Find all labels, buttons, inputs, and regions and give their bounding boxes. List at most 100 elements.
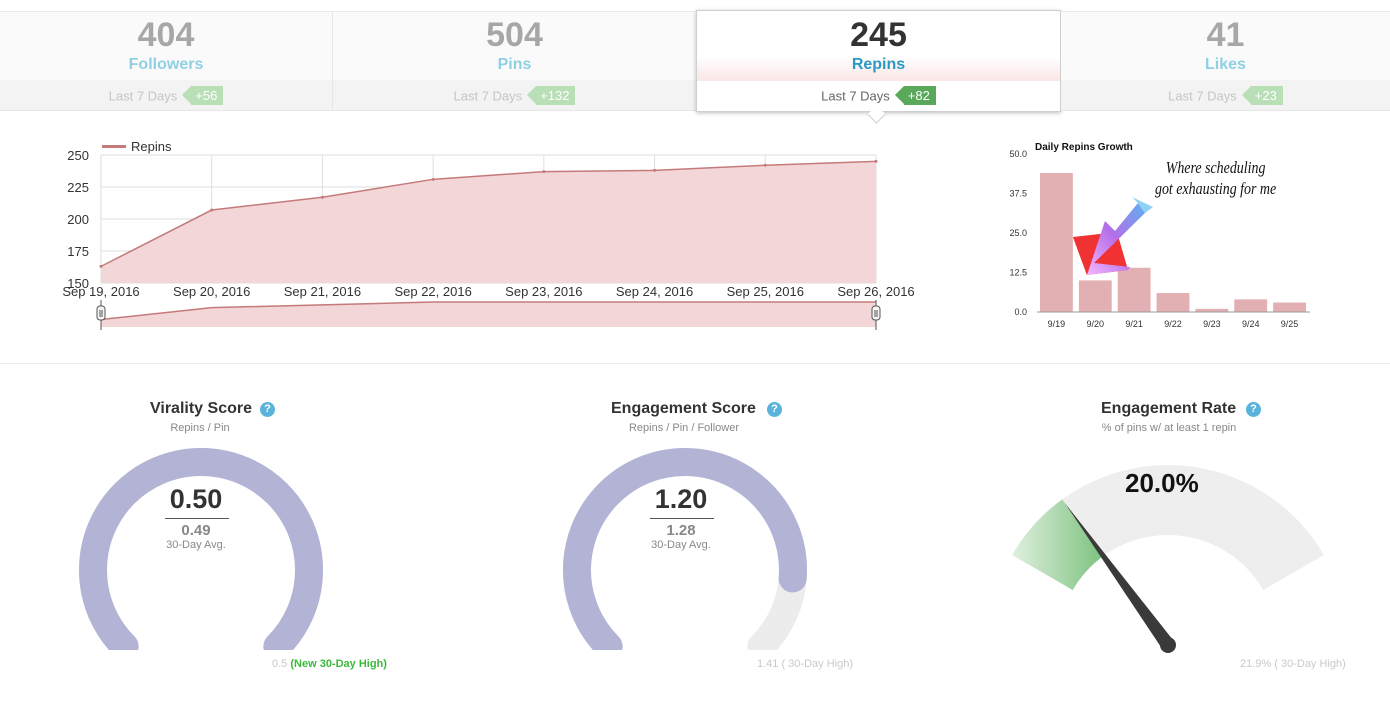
bar-y-tick-label: 25.0 (1009, 228, 1027, 238)
bar[interactable] (1195, 308, 1229, 312)
stat-value: 504 (486, 16, 543, 54)
engagement-score-foot: 1.41 ( 30-Day High) (757, 658, 853, 670)
stats-bar: 404 Followers Last 7 Days +56 504 Pins La… (0, 10, 1390, 124)
stat-tab-followers[interactable]: 404 Followers Last 7 Days +56 (0, 11, 332, 111)
stat-value: 245 (850, 16, 907, 54)
stat-tab-pins[interactable]: 504 Pins Last 7 Days +132 (333, 11, 696, 111)
navigator-left-handle[interactable] (96, 300, 106, 330)
daily-repins-bar-chart: Daily Repins Growth 0.012.525.037.550.0 … (1009, 142, 1310, 329)
virality-foot: 0.5 (New 30-Day High) (272, 658, 387, 670)
bar-x-tick-label: 9/20 (1087, 319, 1105, 329)
stat-value: 404 (137, 16, 195, 54)
bar-x-tick-label: 9/25 (1281, 319, 1299, 329)
stat-period: Last 7 Days (821, 88, 890, 104)
range-navigator[interactable] (96, 300, 881, 330)
bar[interactable] (1273, 302, 1306, 312)
engagement-rate-value: 20.0% (1125, 468, 1199, 498)
virality-title: Virality Score (150, 400, 252, 417)
engagement-score-subtitle: Repins / Pin / Follower (628, 422, 740, 434)
repins-area (101, 161, 876, 283)
stat-value: 41 (1206, 16, 1245, 54)
stat-label: Pins (497, 56, 532, 73)
virality-avg-label: 30-Day Avg. (166, 539, 226, 551)
stat-label: Repins (851, 56, 906, 73)
chart-legend[interactable]: Repins (102, 139, 172, 154)
engagement-score-title: Engagement Score (611, 400, 756, 417)
stat-tab-repins[interactable]: 245 Repins Last 7 Days +82 (696, 10, 1061, 124)
repins-line (100, 160, 877, 268)
x-tick-label: Sep 25, 2016 (727, 284, 804, 299)
virality-value: 0.50 (169, 484, 223, 514)
x-tick-label: Sep 19, 2016 (62, 284, 139, 299)
bar-x-tick-label: 9/23 (1203, 319, 1221, 329)
x-tick-label: Sep 24, 2016 (616, 284, 693, 299)
bar-y-tick-label: 12.5 (1009, 268, 1027, 278)
x-tick-label: Sep 26, 2016 (837, 284, 914, 299)
delta-badge: +23 (1241, 86, 1283, 105)
delta-badge: +82 (894, 86, 936, 105)
engagement-score-gauge (563, 448, 807, 650)
bar[interactable] (1156, 293, 1190, 312)
delta-badge: +132 (527, 86, 576, 105)
rate-gauge-needle (1065, 503, 1174, 650)
legend-label: Repins (131, 139, 172, 154)
stat-label: Followers (128, 56, 204, 73)
data-point[interactable] (320, 195, 324, 199)
navigator-right-handle[interactable] (871, 300, 881, 330)
data-point[interactable] (653, 168, 657, 172)
stat-period: Last 7 Days (108, 88, 178, 104)
bar-x-tick-label: 9/19 (1048, 319, 1066, 329)
bar-y-tick-label: 0.0 (1014, 307, 1027, 317)
delta-badge: +56 (182, 86, 224, 105)
annotation-text: Where scheduling got exhausting for me (1154, 158, 1277, 198)
rate-gauge-fill (1012, 499, 1104, 590)
engagement-rate-help-icon[interactable]: ? (1246, 402, 1261, 417)
bar[interactable] (1040, 172, 1073, 312)
engagement-score-avg-label: 30-Day Avg. (651, 539, 711, 551)
virality-help-icon[interactable]: ? (260, 402, 275, 417)
bar-chart-title: Daily Repins Growth (1035, 142, 1133, 153)
y-tick-label: 200 (67, 212, 89, 227)
engagement-rate-foot: 21.9% ( 30-Day High) (1240, 658, 1346, 670)
data-point[interactable] (542, 170, 546, 174)
annotation-arrow-icon (1073, 197, 1153, 275)
virality-gauge (79, 448, 323, 650)
bar[interactable] (1117, 267, 1151, 312)
y-tick-label: 150 (67, 276, 89, 291)
engagement-score-help-icon[interactable]: ? (767, 402, 782, 417)
y-tick-label: 250 (67, 148, 89, 163)
stat-period: Last 7 Days (1168, 88, 1237, 104)
x-tick-label: Sep 21, 2016 (284, 284, 361, 299)
engagement-score-gauge-fill (563, 448, 807, 650)
repins-area-chart: 150 175 200 225 250 Sep 19, 2016 Sep 20, 2016… (62, 139, 915, 330)
data-point[interactable] (431, 177, 435, 181)
bar-x-tick-label: 9/24 (1242, 319, 1260, 329)
bar[interactable] (1234, 299, 1268, 312)
data-point[interactable] (210, 208, 214, 212)
section-divider (0, 363, 1390, 364)
engagement-rate-title: Engagement Rate (1101, 400, 1237, 417)
virality-subtitle: Repins / Pin (170, 422, 230, 434)
bar-y-tick-label: 37.5 (1009, 189, 1027, 199)
virality-avg: 0.49 (181, 522, 211, 539)
bar-x-tick-label: 9/21 (1125, 319, 1143, 329)
x-tick-label: Sep 22, 2016 (394, 284, 471, 299)
data-point[interactable] (874, 159, 878, 163)
engagement-score-value: 1.20 (654, 484, 708, 514)
engagement-score-avg: 1.28 (666, 522, 696, 539)
data-point[interactable] (99, 264, 103, 268)
bar-y-tick-label: 50.0 (1009, 149, 1027, 159)
navigator-area (101, 302, 876, 327)
data-point[interactable] (763, 163, 767, 167)
x-tick-label: Sep 20, 2016 (173, 284, 250, 299)
stat-tab-likes[interactable]: 41 Likes Last 7 Days +23 (1061, 11, 1390, 111)
bar[interactable] (1078, 280, 1112, 312)
virality-gauge-fill (79, 448, 323, 650)
x-tick-label: Sep 23, 2016 (505, 284, 582, 299)
legend-swatch (102, 145, 126, 148)
y-tick-label: 175 (67, 244, 89, 259)
stat-label: Likes (1205, 56, 1246, 73)
bar-x-tick-label: 9/22 (1164, 319, 1182, 329)
navigator-line (100, 301, 876, 321)
stat-period: Last 7 Days (453, 88, 523, 104)
